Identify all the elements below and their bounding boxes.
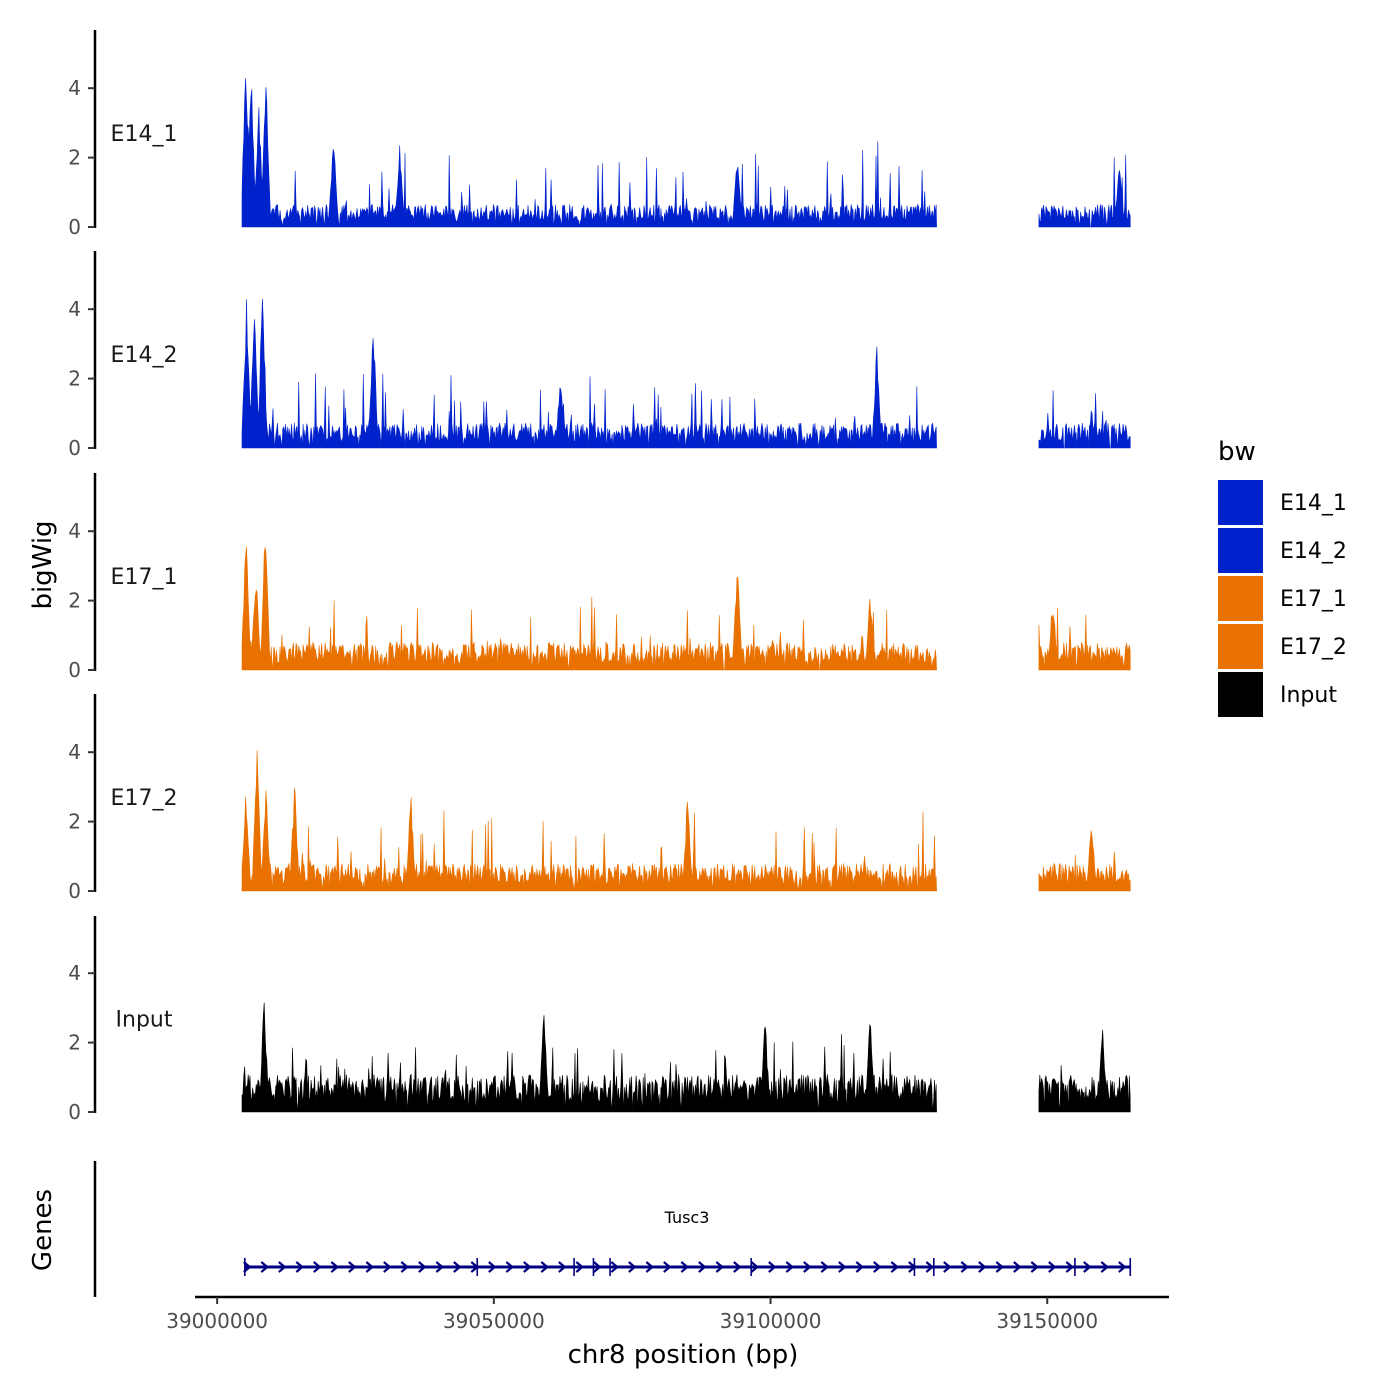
legend-label-E14_1: E14_1 (1280, 491, 1347, 516)
coverage-area-E17_2-segment-2 (1038, 830, 1131, 892)
x-axis-title: chr8 position (bp) (568, 1340, 799, 1370)
legend-title: bw (1218, 437, 1256, 467)
legend-label-E17_2: E17_2 (1280, 635, 1347, 660)
y-tick-label-E14_1-2: 2 (68, 146, 81, 170)
y-tick-label-E17_2-4: 4 (68, 740, 81, 764)
track-label-E14_1: E14_1 (111, 122, 178, 147)
x-tick-label-39000000: 39000000 (166, 1309, 268, 1333)
coverage-area-E14_2-segment-2 (1038, 390, 1131, 449)
y-tick-label-E14_1-0: 0 (68, 215, 81, 239)
y-tick-label-E17_1-0: 0 (68, 658, 81, 682)
track-label-E17_2: E17_2 (111, 786, 178, 811)
legend-label-E14_2: E14_2 (1280, 539, 1347, 564)
legend-label-Input: Input (1280, 683, 1337, 708)
y-tick-label-E14_1-4: 4 (68, 76, 81, 100)
track-label-E14_2: E14_2 (111, 343, 178, 368)
coverage-area-Input-segment-1 (241, 1002, 937, 1113)
coverage-area-E14_2-segment-1 (241, 298, 937, 449)
y-tick-label-E14_2-0: 0 (68, 436, 81, 460)
gene-track-title: Genes (28, 1189, 58, 1271)
legend-swatch-E17_2 (1218, 624, 1263, 669)
coverage-area-E17_1-segment-2 (1038, 607, 1131, 671)
coverage-area-E17_1-segment-1 (241, 546, 937, 671)
y-tick-label-E14_2-4: 4 (68, 297, 81, 321)
track-label-E17_1: E17_1 (111, 565, 178, 590)
legend-swatch-E14_2 (1218, 528, 1263, 573)
coverage-area-E14_1-segment-2 (1038, 154, 1131, 228)
x-tick-label-39050000: 39050000 (443, 1309, 545, 1333)
track-label-Input: Input (116, 1008, 173, 1033)
y-tick-label-E17_2-0: 0 (68, 879, 81, 903)
y-tick-label-E14_2-2: 2 (68, 367, 81, 391)
legend-swatch-E17_1 (1218, 576, 1263, 621)
y-tick-label-E17_1-2: 2 (68, 589, 81, 613)
y-axis-title: bigWig (28, 520, 58, 609)
y-tick-label-E17_2-2: 2 (68, 810, 81, 834)
legend-swatch-Input (1218, 672, 1263, 717)
y-tick-label-Input-4: 4 (68, 961, 81, 985)
x-tick-label-39150000: 39150000 (996, 1309, 1098, 1333)
y-tick-label-Input-0: 0 (68, 1100, 81, 1124)
coverage-area-E14_1-segment-1 (241, 78, 937, 228)
gene-name-label: Tusc3 (664, 1208, 710, 1227)
x-tick-label-39100000: 39100000 (720, 1309, 822, 1333)
coverage-area-E17_2-segment-1 (241, 750, 937, 892)
gene-strand-arrows (243, 1261, 1127, 1273)
y-tick-label-E17_1-4: 4 (68, 519, 81, 543)
y-tick-label-Input-2: 2 (68, 1031, 81, 1055)
coverage-area-Input-segment-2 (1038, 1029, 1131, 1113)
legend-swatch-E14_1 (1218, 480, 1263, 525)
legend-label-E17_1: E17_1 (1280, 587, 1347, 612)
